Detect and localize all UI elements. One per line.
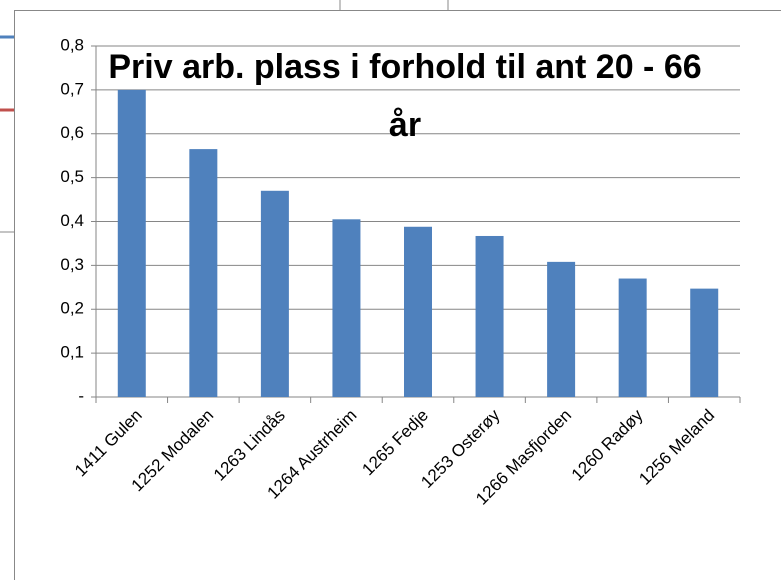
bar [475,235,504,397]
bar [117,89,146,397]
y-tick-label: 0,6 [60,123,84,142]
bar [690,288,719,397]
chart-title: Priv arb. plass i forhold til ant 20 - 6… [108,48,702,144]
y-tick-label: 0,4 [60,211,84,230]
y-tick-label: 0,5 [60,167,84,186]
y-tick-label: - [78,386,84,405]
y-tick-label: 0,8 [60,35,84,54]
bar [260,190,289,397]
y-tick-label: 0,2 [60,299,84,318]
bar [404,226,432,397]
y-tick-label: 0,7 [60,79,84,98]
bar [332,219,361,397]
y-tick-label: 0,3 [60,255,84,274]
bar [189,149,218,397]
bar [618,278,647,397]
bar [547,261,576,397]
y-tick-label: 0,1 [60,343,84,362]
